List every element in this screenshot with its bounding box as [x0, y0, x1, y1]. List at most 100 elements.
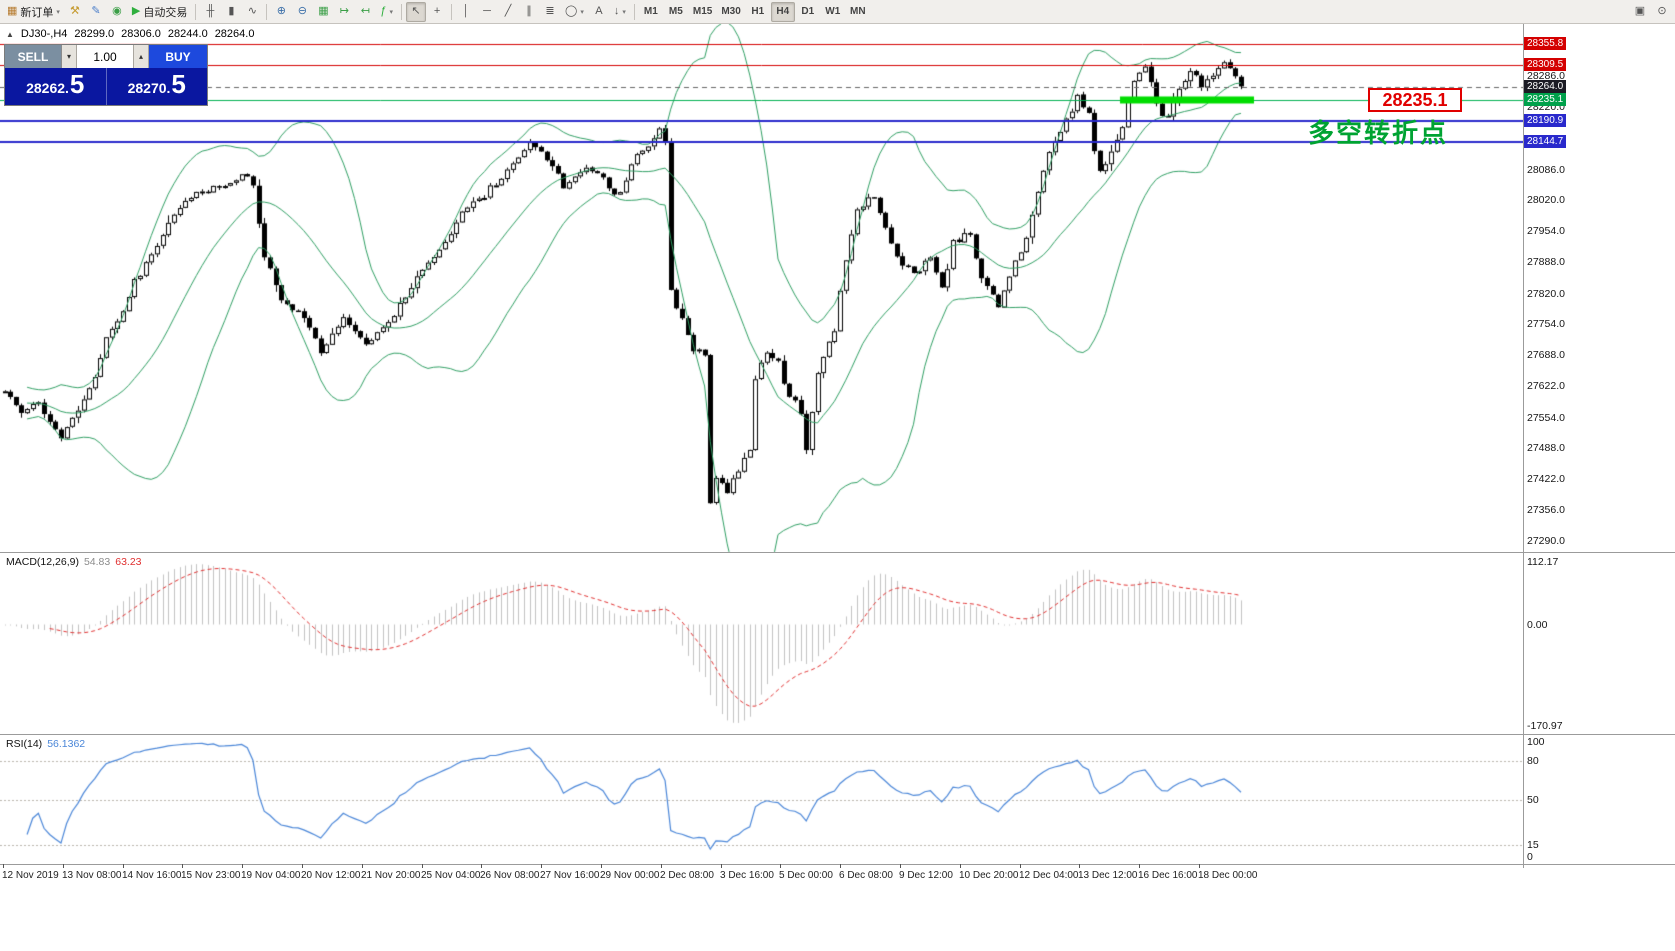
- window-layout-button[interactable]: ▣: [1634, 5, 1646, 17]
- time-axis-label: 21 Nov 20:00: [361, 870, 421, 881]
- sell-button[interactable]: SELL: [5, 45, 62, 68]
- sell-price[interactable]: 28262. 5: [5, 68, 106, 105]
- autotrading-button[interactable]: ▶ 自动交易: [131, 5, 188, 19]
- price-line-badge: 28144.7: [1524, 135, 1567, 148]
- time-axis-label: 16 Dec 16:00: [1138, 870, 1198, 881]
- close-value: 28264.0: [214, 28, 255, 40]
- market-watch-button[interactable]: ✎: [91, 5, 101, 17]
- time-axis-tick: [1199, 864, 1200, 868]
- vertical-line-button[interactable]: │: [462, 5, 470, 17]
- price-axis-tick: 27290.0: [1527, 535, 1565, 547]
- time-axis-tick: [362, 864, 363, 868]
- toolbar-right-group: ▣ ⊙: [1630, 2, 1672, 22]
- time-axis-label: 19 Nov 04:00: [241, 870, 301, 881]
- price-chart-canvas[interactable]: [0, 0, 1523, 868]
- rsi-scale-label: 80: [1527, 755, 1539, 767]
- time-axis-line: [0, 864, 1675, 865]
- cursor-button[interactable]: ↖: [406, 1, 427, 22]
- time-axis-label: 12 Nov 2019: [2, 870, 59, 881]
- time-axis-label: 29 Nov 00:00: [600, 870, 660, 881]
- time-axis-tick: [960, 864, 961, 868]
- price-line-badge: 28235.1: [1524, 93, 1567, 106]
- price-axis-tick: 27888.0: [1527, 256, 1565, 268]
- arrow-tools-button[interactable]: ↓ ▾: [613, 5, 626, 17]
- time-axis-label: 9 Dec 12:00: [899, 870, 953, 881]
- price-annotation-box: 28235.1: [1368, 88, 1462, 112]
- timeframe-m5-button[interactable]: M5: [668, 6, 683, 17]
- timeframe-d1-button[interactable]: D1: [801, 6, 815, 17]
- time-axis-tick: [422, 864, 423, 868]
- macd-header: MACD(12,26,9) 54.83 63.23: [6, 556, 142, 568]
- text-button[interactable]: A: [595, 5, 603, 17]
- rsi-scale-label: 50: [1527, 794, 1539, 806]
- chart-candles-button[interactable]: ▮: [228, 5, 235, 17]
- buy-button[interactable]: BUY: [149, 45, 207, 68]
- rsi-panel-separator[interactable]: [0, 734, 1675, 735]
- price-axis-line: [1523, 24, 1524, 868]
- timeframe-m1-button[interactable]: M1: [643, 6, 658, 17]
- buy-price[interactable]: 28270. 5: [105, 68, 208, 105]
- sell-price-main: 28262.: [26, 80, 69, 96]
- timeframe-m30-button[interactable]: M30: [721, 6, 741, 17]
- price-axis-tick: 28020.0: [1527, 194, 1565, 206]
- price-axis-tick: 27820.0: [1527, 288, 1565, 300]
- timeframe-mn-button[interactable]: MN: [850, 6, 866, 17]
- time-axis-tick: [302, 864, 303, 868]
- strategy-tester-button[interactable]: ◉: [112, 5, 122, 17]
- rsi-value: 56.1362: [47, 738, 86, 750]
- fibonacci-button[interactable]: ≣: [545, 5, 555, 17]
- zoom-out-button[interactable]: ⊖: [297, 5, 307, 17]
- toolbar-separator: [633, 3, 635, 20]
- horizontal-line-button[interactable]: ─: [483, 5, 491, 17]
- time-axis-tick: [1020, 864, 1021, 868]
- timeframe-h1-button[interactable]: H1: [751, 6, 765, 17]
- chart-bars-button[interactable]: ╫: [206, 5, 215, 17]
- equidistant-channel-button[interactable]: ∥: [526, 5, 532, 17]
- high-value: 28306.0: [121, 28, 161, 40]
- timeframe-w1-button[interactable]: W1: [825, 6, 841, 17]
- collapse-quote-icon[interactable]: ▲: [6, 29, 14, 39]
- time-axis-tick: [721, 864, 722, 868]
- rsi-scale-label: 0: [1527, 851, 1533, 863]
- quick-search-button[interactable]: ⊙: [1657, 5, 1667, 17]
- macd-panel-separator[interactable]: [0, 552, 1675, 553]
- sell-price-pip: 5: [69, 69, 85, 99]
- chart-line-button[interactable]: ∿: [247, 5, 257, 17]
- time-axis-label: 15 Nov 23:00: [181, 870, 241, 881]
- time-axis-label: 18 Dec 00:00: [1198, 870, 1258, 881]
- crosshair-button[interactable]: +: [433, 5, 441, 17]
- auto-scroll-button[interactable]: ↦: [339, 5, 349, 17]
- timeframe-h4-button[interactable]: H4: [770, 1, 795, 22]
- time-axis-label: 27 Nov 16:00: [540, 870, 600, 881]
- time-axis-label: 13 Dec 12:00: [1078, 870, 1138, 881]
- buy-price-main: 28270.: [127, 80, 171, 96]
- timeframe-m15-button[interactable]: M15: [692, 6, 713, 17]
- toolbar-separator: [401, 3, 403, 20]
- time-axis-tick: [541, 864, 542, 868]
- macd-scale-max: 112.17: [1527, 556, 1559, 568]
- zoom-in-button[interactable]: ⊕: [276, 5, 286, 17]
- one-click-trading-panel: SELL ▾ 1.00 ▴ BUY 28262. 5 28270. 5: [4, 44, 208, 106]
- indicators-button[interactable]: ƒ ▾: [380, 5, 394, 17]
- price-line-badge: 28355.8: [1524, 37, 1567, 50]
- time-axis-label: 12 Dec 04:00: [1019, 870, 1079, 881]
- new-order-button[interactable]: ▦ 新订单 ▾: [7, 5, 60, 19]
- time-axis-label: 14 Nov 16:00: [122, 870, 182, 881]
- macd-scale-zero: 0.00: [1527, 619, 1548, 631]
- time-axis-label: 25 Nov 04:00: [421, 870, 481, 881]
- rsi-header: RSI(14) 56.1362: [6, 738, 85, 750]
- tile-windows-button[interactable]: ▦: [318, 5, 329, 17]
- time-axis-label: 5 Dec 00:00: [779, 870, 833, 881]
- time-axis-tick: [63, 864, 64, 868]
- trendline-button[interactable]: ╱: [504, 5, 512, 17]
- lot-size-input[interactable]: 1.00: [77, 45, 134, 68]
- chart-shift-button[interactable]: ↤: [360, 5, 370, 17]
- lot-decrease-button[interactable]: ▾: [62, 45, 77, 68]
- price-axis-tick: 27688.0: [1527, 349, 1565, 361]
- time-axis-tick: [661, 864, 662, 868]
- metaeditor-button[interactable]: ⚒: [69, 5, 80, 17]
- price-axis-tick: 27554.0: [1527, 412, 1565, 424]
- lot-increase-button[interactable]: ▴: [134, 45, 149, 68]
- shapes-button[interactable]: ◯ ▾: [565, 5, 584, 17]
